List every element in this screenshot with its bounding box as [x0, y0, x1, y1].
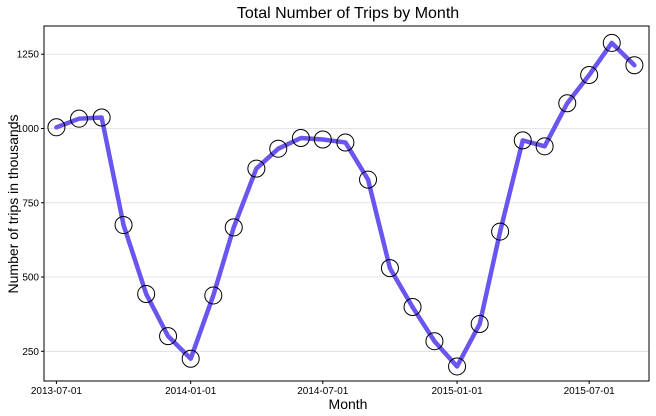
data-point-2015-06-01	[558, 94, 577, 113]
data-point-2014-08-01	[336, 133, 355, 152]
data-point-2014-06-01	[291, 128, 310, 147]
data-point-2015-04-01	[513, 131, 532, 150]
series-line-0	[54, 40, 637, 369]
data-point-2015-08-01	[602, 33, 621, 52]
data-point-2014-01-01	[181, 349, 200, 368]
data-point-2015-02-01	[470, 314, 489, 333]
y-tick-label-2: 750	[22, 198, 39, 209]
x-tick-label-3: 2015-01-01	[431, 386, 483, 397]
series-layer	[54, 40, 637, 369]
data-point-2014-12-01	[425, 332, 444, 351]
data-point-2014-04-01	[247, 159, 266, 178]
y-tick-label-0: 250	[22, 347, 39, 358]
x-tick-label-1: 2014-01-01	[165, 386, 217, 397]
data-point-2014-03-01	[224, 218, 243, 237]
data-point-2015-07-01	[580, 66, 599, 85]
data-point-2014-02-01	[204, 286, 223, 305]
chart-title: Total Number of Trips by Month	[237, 5, 459, 22]
x-axis-ticks: 2013-07-01 2014-01-01 2014-07-01 2015-01-01…	[31, 381, 615, 397]
y-tick-label-4: 1250	[17, 50, 40, 61]
data-point-2013-07-01	[47, 118, 66, 137]
data-point-2015-01-01	[448, 357, 467, 376]
plot-frame	[43, 25, 650, 382]
data-point-2013-08-01	[70, 109, 89, 128]
data-point-2013-11-01	[137, 284, 156, 303]
y-tick-label-1: 500	[22, 273, 39, 284]
data-point-2014-05-01	[269, 139, 288, 158]
gridlines	[44, 53, 649, 352]
data-point-2015-03-01	[491, 222, 510, 241]
data-point-2015-05-01	[535, 137, 554, 156]
data-point-2014-10-01	[380, 259, 399, 278]
x-axis-label: Month	[329, 396, 368, 412]
data-point-2013-12-01	[159, 327, 178, 346]
data-points	[47, 33, 644, 376]
x-tick-label-2: 2014-07-01	[297, 386, 349, 397]
x-tick-label-4: 2015-07-01	[564, 386, 616, 397]
y-axis-label: Number of trips in thousands	[5, 115, 21, 294]
data-point-2013-10-01	[114, 216, 133, 235]
data-point-2014-09-01	[359, 170, 378, 189]
data-point-2015-09-01	[625, 56, 644, 75]
y-axis-ticks: 250 500 750 1000 1250	[17, 50, 44, 358]
data-point-2014-07-01	[313, 130, 332, 149]
x-tick-label-0: 2013-07-01	[31, 386, 83, 397]
data-point-2014-11-01	[403, 298, 422, 317]
data-point-2013-09-01	[92, 108, 111, 127]
y-tick-label-3: 1000	[17, 124, 40, 135]
